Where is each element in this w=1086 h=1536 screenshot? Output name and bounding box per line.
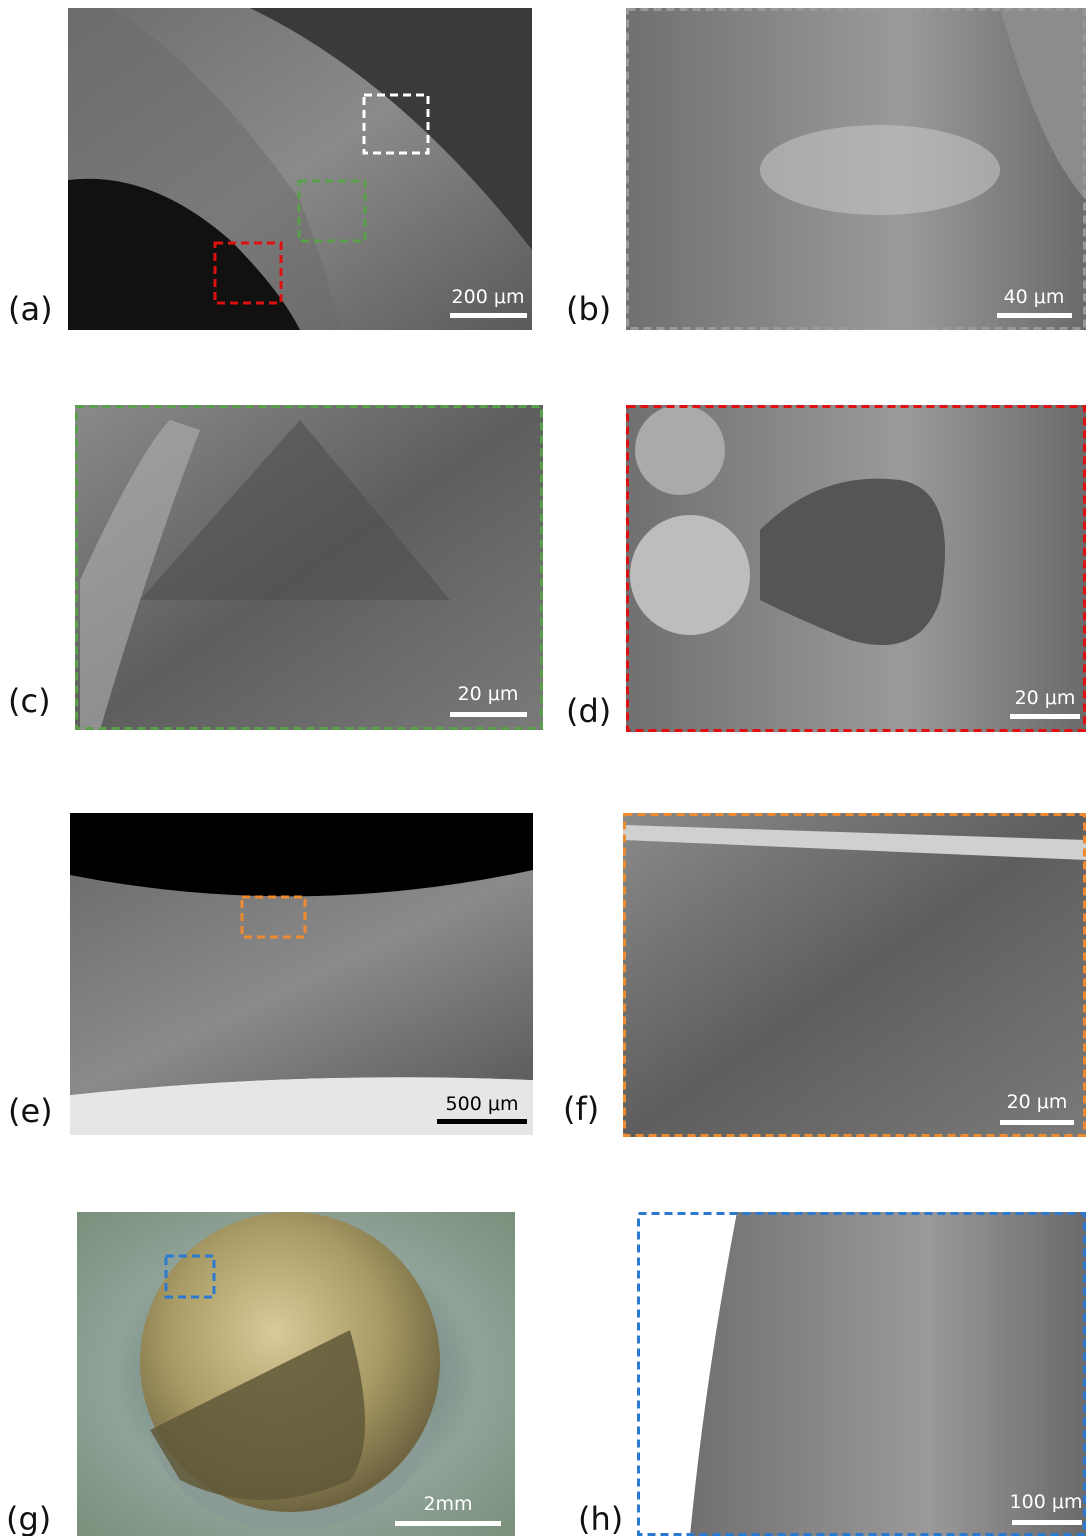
micrograph-region (140, 420, 450, 600)
panel-label: (c) (8, 682, 51, 720)
panel-border (626, 8, 1086, 330)
scale-label: 2mm (423, 1493, 472, 1515)
panel-b: 40 μm (b) (566, 8, 1086, 330)
panel-label: (a) (8, 290, 53, 328)
panel-f: 20 μm (f) (563, 813, 1086, 1137)
panel-c: 20 μm (c) (8, 405, 543, 730)
micrograph-region (760, 478, 945, 645)
inset-box (240, 895, 307, 939)
scale-label: 100 μm (1010, 1491, 1083, 1513)
scale-label: 40 μm (1004, 286, 1065, 308)
panel-d: 20 μm (d) (566, 405, 1086, 732)
micrograph-region (70, 870, 533, 1095)
inset-box (213, 241, 283, 305)
scale-label: 200 μm (452, 286, 525, 308)
inset-box (164, 1254, 216, 1299)
scale-bar (450, 313, 527, 318)
specimen-region (150, 1330, 365, 1500)
micrograph-dark-region (68, 178, 300, 330)
panel-label: (d) (566, 692, 611, 730)
scale-label: 500 μm (446, 1093, 519, 1115)
scale-bar (1012, 1520, 1082, 1525)
micrograph-edge (250, 8, 532, 250)
scale-label: 20 μm (458, 683, 519, 705)
scale-bar (1010, 714, 1080, 719)
scale-bar (437, 1119, 527, 1124)
panel-h: 100 μm (h) (578, 1212, 1086, 1536)
panel-label: (h) (578, 1500, 623, 1536)
micrograph (623, 813, 1086, 1137)
panel-border (626, 405, 1086, 732)
scale-bar (450, 712, 527, 717)
micrograph-particle (635, 405, 725, 495)
scale-label: 20 μm (1015, 687, 1076, 709)
scale-bar (395, 1521, 501, 1526)
panel-label: (f) (563, 1090, 599, 1128)
panel-e: 500 μm (e) (8, 813, 533, 1135)
micrograph-region (1000, 8, 1086, 200)
scale-bar (1000, 1120, 1074, 1125)
panel-label: (b) (566, 290, 611, 328)
scale-label: 20 μm (1007, 1091, 1068, 1113)
panel-a: 200 μm (a) (8, 8, 532, 330)
inset-box (362, 93, 430, 155)
scale-bar (997, 313, 1072, 318)
panel-border (75, 405, 543, 730)
micrograph-region (70, 1077, 533, 1135)
micrograph-region (760, 125, 1000, 215)
panel-g: 2mm (g) (6, 1212, 515, 1536)
panel-label: (g) (6, 1500, 51, 1536)
panel-border (637, 1212, 1086, 1536)
micrograph-region (80, 420, 200, 730)
micrograph-region (623, 825, 1086, 860)
micrograph (690, 1212, 1086, 1536)
micrograph-particle (630, 515, 750, 635)
panel-label: (e) (8, 1092, 53, 1130)
inset-box (297, 179, 367, 243)
